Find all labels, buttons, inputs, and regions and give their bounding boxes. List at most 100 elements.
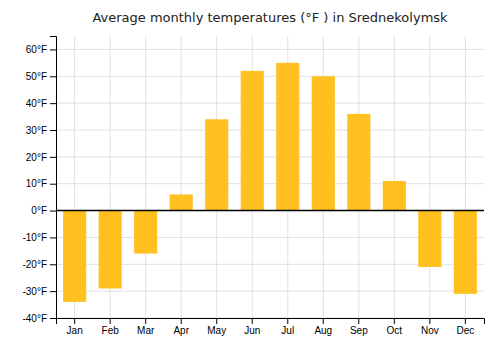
bar (134, 211, 157, 254)
grid-line (429, 36, 430, 318)
x-tick-mark (74, 318, 75, 324)
bar (454, 211, 477, 294)
grid (56, 36, 484, 318)
x-tick: Feb (102, 318, 120, 336)
bars (63, 63, 477, 302)
x-axis-line (57, 319, 485, 325)
x-tick: Dec (456, 318, 474, 336)
y-tick-label: 0°F (31, 205, 47, 216)
bar (170, 194, 193, 210)
y-tick: 30°F (26, 125, 56, 136)
grid-line (56, 156, 484, 157)
y-tick: 40°F (26, 98, 56, 109)
y-tick-label: 50°F (26, 71, 47, 82)
y-tick-label: 20°F (26, 152, 47, 163)
x-tick: May (207, 318, 226, 336)
y-tick-mark (50, 130, 56, 131)
chart-container: -40°F -30°F -20°F -10°F 0°F 10°F 20°F 30°F 40°F 5… (0, 0, 500, 350)
y-tick-mark (50, 49, 56, 50)
x-tick-label: Aug (314, 325, 332, 336)
y-tick-label: -30°F (22, 286, 47, 297)
bar (63, 211, 86, 302)
grid-line (56, 130, 484, 131)
chart-title: Average monthly temperatures (°F ) in Sr… (92, 10, 448, 25)
grid-line (394, 36, 395, 318)
grid-line (56, 210, 484, 211)
x-tick: Nov (421, 318, 439, 336)
plot-area: -40°F -30°F -20°F -10°F 0°F 10°F 20°F 30°F 40°F 5… (22, 36, 484, 336)
x-tick-mark (394, 318, 395, 324)
x-tick-label: Jun (244, 325, 260, 336)
x-tick-mark (110, 318, 111, 324)
x-tick-mark (181, 318, 182, 324)
x-tick-label: Mar (137, 325, 155, 336)
y-axis: -40°F -30°F -20°F -10°F 0°F 10°F 20°F 30°F 40°F 5… (22, 37, 56, 324)
y-tick-label: 10°F (26, 178, 47, 189)
y-tick-label: -40°F (22, 313, 47, 324)
x-tick-label: Nov (421, 325, 439, 336)
grid-line (145, 36, 146, 318)
y-axis-line (50, 37, 57, 319)
bar (276, 63, 299, 211)
x-tick-label: Apr (173, 325, 189, 336)
y-tick-mark (50, 264, 56, 265)
bar (312, 76, 335, 210)
bar (241, 71, 264, 211)
y-tick-label: 40°F (26, 98, 47, 109)
bar (347, 114, 370, 211)
x-tick-mark (287, 318, 288, 324)
y-tick-mark (50, 291, 56, 292)
y-tick-label: -20°F (22, 259, 47, 270)
x-tick: Jan (67, 318, 83, 336)
x-tick-label: Oct (387, 325, 403, 336)
x-tick-label: Jul (281, 325, 294, 336)
y-tick-label: 60°F (26, 44, 47, 55)
y-tick-mark (50, 237, 56, 238)
y-tick: 20°F (26, 152, 56, 163)
y-tick: 50°F (26, 71, 56, 82)
y-tick: -10°F (22, 232, 56, 243)
x-tick-mark (429, 318, 430, 324)
y-tick-mark (50, 318, 56, 319)
x-tick-mark (465, 318, 466, 324)
bar (418, 211, 441, 267)
x-tick-label: Feb (102, 325, 120, 336)
grid-line (56, 103, 484, 104)
x-tick-mark (323, 318, 324, 324)
y-tick: 60°F (26, 44, 56, 55)
x-tick: Oct (387, 318, 403, 336)
y-tick-mark (50, 211, 56, 212)
zero-line (56, 210, 484, 212)
grid-line (56, 183, 484, 184)
y-tick-mark (50, 76, 56, 77)
x-tick-mark (216, 318, 217, 324)
x-tick-label: Jan (67, 325, 83, 336)
x-tick-mark (358, 318, 359, 324)
x-tick: Sep (350, 318, 368, 336)
grid-line (56, 49, 484, 50)
y-tick-label: -10°F (22, 232, 47, 243)
chart-svg: -40°F -30°F -20°F -10°F 0°F 10°F 20°F 30°F 40°F 5… (0, 0, 500, 350)
x-tick: Aug (314, 318, 332, 336)
y-tick-mark (50, 157, 56, 158)
x-tick: Jul (281, 318, 294, 336)
grid-line (56, 76, 484, 77)
x-tick: Jun (244, 318, 260, 336)
x-axis: Jan Feb Mar Apr May Jun Jul Aug Sep Oct Nov Dec (57, 318, 485, 336)
y-tick: -40°F (22, 313, 56, 324)
y-tick: 0°F (31, 205, 56, 216)
x-tick-mark (252, 318, 253, 324)
y-tick-mark (50, 184, 56, 185)
x-tick-label: May (207, 325, 226, 336)
y-tick-mark (50, 103, 56, 104)
x-tick: Apr (173, 318, 189, 336)
y-tick: 10°F (26, 178, 56, 189)
x-tick-label: Sep (350, 325, 368, 336)
x-tick-mark (145, 318, 146, 324)
x-tick: Mar (137, 318, 155, 336)
grid-line (181, 36, 182, 318)
y-tick: -20°F (22, 259, 56, 270)
bar (205, 119, 228, 210)
bar (383, 181, 406, 211)
y-tick: -30°F (22, 286, 56, 297)
